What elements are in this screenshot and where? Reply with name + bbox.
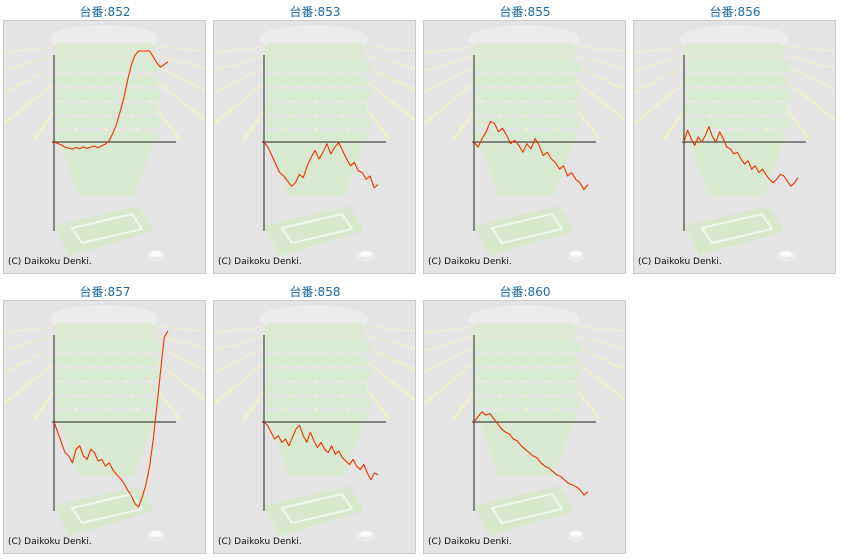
series-line: [263, 421, 379, 481]
machine-cell-853: 台番:853 (C) Daikoku Denki.: [210, 0, 420, 280]
slump-graph: [634, 25, 835, 262]
machine-cell-855: 台番:855 (C) Daikoku Denki.: [420, 0, 630, 280]
machine-title-link[interactable]: 台番:860: [499, 285, 551, 299]
machine-cell-858: 台番:858 (C) Daikoku Denki.: [210, 280, 420, 560]
series-line: [473, 411, 589, 496]
machine-title-link[interactable]: 台番:858: [289, 285, 341, 299]
copyright-text: (C) Daikoku Denki.: [8, 537, 92, 547]
machine-cell-857: 台番:857 (C) Daikoku Denki.: [0, 280, 210, 560]
copyright-text: (C) Daikoku Denki.: [218, 537, 302, 547]
series-line: [53, 50, 169, 150]
machine-title-link[interactable]: 台番:852: [79, 5, 131, 19]
slump-graph-panel: (C) Daikoku Denki.: [633, 20, 836, 274]
machine-cell-860: 台番:860 (C) Daikoku Denki.: [420, 280, 630, 560]
background-artwork: [4, 305, 205, 542]
machine-title-link[interactable]: 台番:853: [289, 5, 341, 19]
series-line: [473, 121, 589, 191]
slump-graph: [4, 25, 205, 262]
slump-graph: [424, 25, 625, 262]
slump-graph-panel: (C) Daikoku Denki.: [213, 20, 416, 274]
copyright-text: (C) Daikoku Denki.: [428, 257, 512, 267]
slump-graph: [4, 305, 205, 542]
copyright-text: (C) Daikoku Denki.: [218, 257, 302, 267]
background-artwork: [424, 305, 625, 542]
copyright-text: (C) Daikoku Denki.: [428, 537, 512, 547]
background-artwork: [4, 25, 205, 262]
slump-graph-panel: (C) Daikoku Denki.: [213, 300, 416, 554]
slump-graph: [424, 305, 625, 542]
copyright-text: (C) Daikoku Denki.: [8, 257, 92, 267]
machine-title-link[interactable]: 台番:857: [79, 285, 131, 299]
background-artwork: [214, 25, 415, 262]
machine-cell-852: 台番:852 (C) Daikoku Denki.: [0, 0, 210, 280]
machine-cell-856: 台番:856 (C) Daikoku Denki.: [630, 0, 840, 280]
slump-graph-panel: (C) Daikoku Denki.: [423, 20, 626, 274]
machine-title-link[interactable]: 台番:855: [499, 5, 551, 19]
series-line: [53, 330, 169, 508]
slump-graph: [214, 305, 415, 542]
machine-title-link[interactable]: 台番:856: [709, 5, 761, 19]
slump-graph-panel: (C) Daikoku Denki.: [423, 300, 626, 554]
background-artwork: [634, 25, 835, 262]
background-artwork: [424, 25, 625, 262]
series-line: [263, 141, 379, 189]
slump-graph: [214, 25, 415, 262]
series-line: [683, 126, 799, 187]
background-artwork: [214, 305, 415, 542]
copyright-text: (C) Daikoku Denki.: [638, 257, 722, 267]
slump-graph-panel: (C) Daikoku Denki.: [3, 20, 206, 274]
slump-graph-panel: (C) Daikoku Denki.: [3, 300, 206, 554]
